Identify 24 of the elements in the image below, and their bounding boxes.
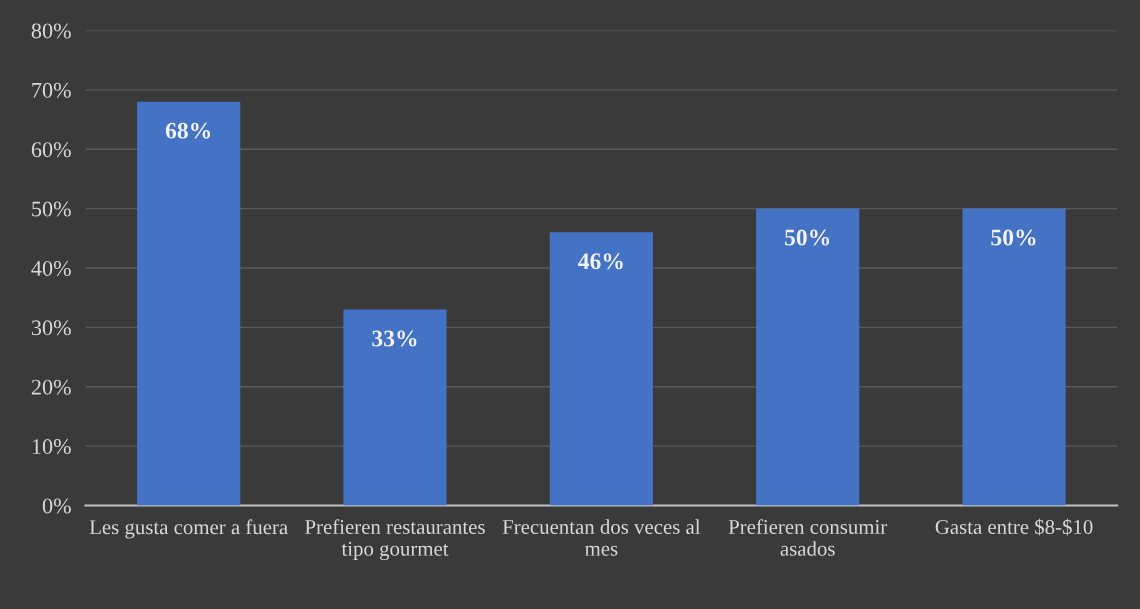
x-tick-label: Prefieren consumir asados xyxy=(728,519,888,556)
bar xyxy=(756,208,860,506)
y-tick-label: 40% xyxy=(31,260,71,276)
y-tick-label: 70% xyxy=(32,82,71,98)
y-tick-label: 0% xyxy=(42,498,71,514)
data-label: 33% xyxy=(372,330,417,347)
y-tick-label: 30% xyxy=(31,320,71,336)
y-tick-label: 60% xyxy=(31,142,71,158)
y-tick-label: 20% xyxy=(31,379,71,395)
bar xyxy=(137,101,241,506)
x-tick-label: Les gusta comer a fuera xyxy=(89,519,288,539)
data-label: 50% xyxy=(785,229,830,246)
x-tick-label: Gasta entre $8-$10 xyxy=(935,518,1093,536)
y-tick-label: 80% xyxy=(31,23,71,39)
x-tick-label: Frecuentan dos veces al mes xyxy=(502,519,701,556)
x-tick-label: Prefieren restaurantes tipo gourmet xyxy=(305,519,485,561)
bar xyxy=(962,208,1066,506)
y-tick-label: 50% xyxy=(32,201,71,217)
data-label: 50% xyxy=(991,229,1036,246)
data-label: 46% xyxy=(578,253,623,270)
bar xyxy=(343,309,447,506)
bar xyxy=(549,232,653,506)
y-tick-label: 10% xyxy=(32,439,71,455)
data-label: 68% xyxy=(165,122,211,139)
